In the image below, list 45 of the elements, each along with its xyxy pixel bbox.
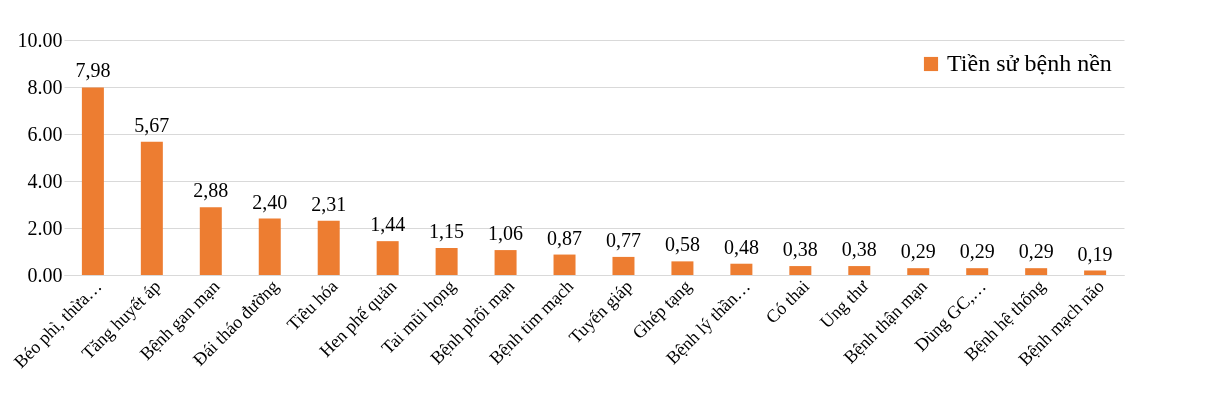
data-label: 0,77 [605, 228, 641, 251]
data-label: 2,31 [311, 192, 347, 215]
bar [612, 256, 635, 275]
y-tick-label: 0.00 [27, 263, 63, 286]
bar [1084, 270, 1107, 275]
data-label: 0,29 [1018, 240, 1054, 263]
data-label: 0,29 [900, 240, 936, 263]
bar [317, 220, 340, 275]
y-tick-label: 4.00 [27, 169, 63, 192]
bar [730, 263, 753, 275]
y-tick-label: 8.00 [27, 75, 63, 98]
bar [494, 250, 517, 275]
bar [435, 247, 458, 275]
bar [376, 241, 399, 275]
bar [140, 141, 163, 275]
data-label: 0,19 [1077, 242, 1113, 265]
bar [258, 218, 281, 275]
data-label: 5,67 [134, 113, 170, 136]
x-tick-label: Có thai [761, 276, 814, 328]
bar [966, 268, 989, 275]
bar [671, 261, 694, 275]
data-label: 1,06 [488, 222, 524, 245]
data-label: 1,44 [370, 213, 406, 236]
data-label: 0,38 [782, 238, 818, 261]
data-label: 2,40 [252, 190, 288, 213]
data-label: 7,98 [75, 59, 111, 82]
bar [81, 87, 104, 275]
y-tick-label: 2.00 [27, 216, 63, 239]
legend-label: Tiền sử bệnh nền [947, 50, 1112, 76]
data-label: 1,15 [429, 219, 465, 242]
y-tick-label: 6.00 [27, 122, 63, 145]
data-label: 2,88 [193, 179, 229, 202]
data-label: 0,87 [547, 226, 583, 249]
bar [199, 207, 222, 275]
data-label: 0,58 [664, 233, 700, 256]
bar [1025, 268, 1048, 275]
data-label: 0,29 [959, 240, 995, 263]
bar [907, 268, 930, 275]
bar [553, 254, 576, 275]
bar [789, 266, 812, 275]
y-tick-label: 10.00 [17, 28, 63, 51]
data-label: 0,38 [841, 238, 877, 261]
bar [848, 266, 871, 275]
x-tick-label: Ung thư [815, 275, 873, 333]
data-label: 0,48 [723, 235, 759, 258]
